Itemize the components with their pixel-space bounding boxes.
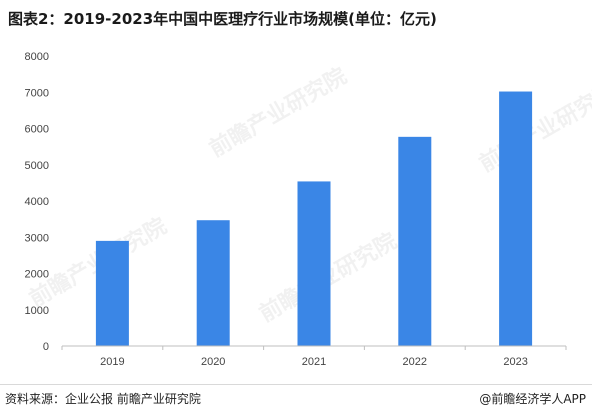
- bar-2019: [95, 240, 129, 346]
- y-tick-label: 2000: [25, 269, 49, 281]
- footer: 资料来源：企业公报 前瞻产业研究院 @前瞻经济学人APP: [0, 384, 592, 415]
- y-tick-label: 8000: [25, 51, 49, 63]
- bar-2020: [196, 220, 230, 346]
- x-tick-label: 2021: [302, 356, 326, 368]
- brand-credit: @前瞻经济学人APP: [479, 392, 586, 406]
- source-note: 资料来源：企业公报 前瞻产业研究院: [5, 392, 201, 406]
- bar-2021: [297, 181, 331, 346]
- y-tick-label: 7000: [25, 87, 49, 99]
- y-tick-label: 6000: [25, 124, 49, 136]
- footer-divider: [0, 384, 592, 385]
- y-tick-label: 1000: [25, 305, 49, 317]
- y-tick-label: 4000: [25, 196, 49, 208]
- x-tick-label: 2019: [100, 356, 124, 368]
- y-tick-label: 0: [43, 341, 49, 353]
- y-tick-label: 3000: [25, 232, 49, 244]
- y-axis: 0 1000 2000 3000 4000 5000 6000 7000 8000: [25, 51, 49, 353]
- x-axis: 2019 2020 2021 2022 2023: [61, 346, 567, 368]
- x-tick-label: 2022: [403, 356, 427, 368]
- x-tick-label: 2023: [503, 356, 527, 368]
- y-tick-label: 5000: [25, 160, 49, 172]
- chart-title: 图表2：2019-2023年中国中医理疗行业市场规模(单位：亿元): [8, 10, 437, 28]
- bar-2022: [398, 136, 432, 346]
- bar-2023: [499, 91, 533, 347]
- x-tick-label: 2020: [201, 356, 225, 368]
- plot-area: [95, 91, 533, 347]
